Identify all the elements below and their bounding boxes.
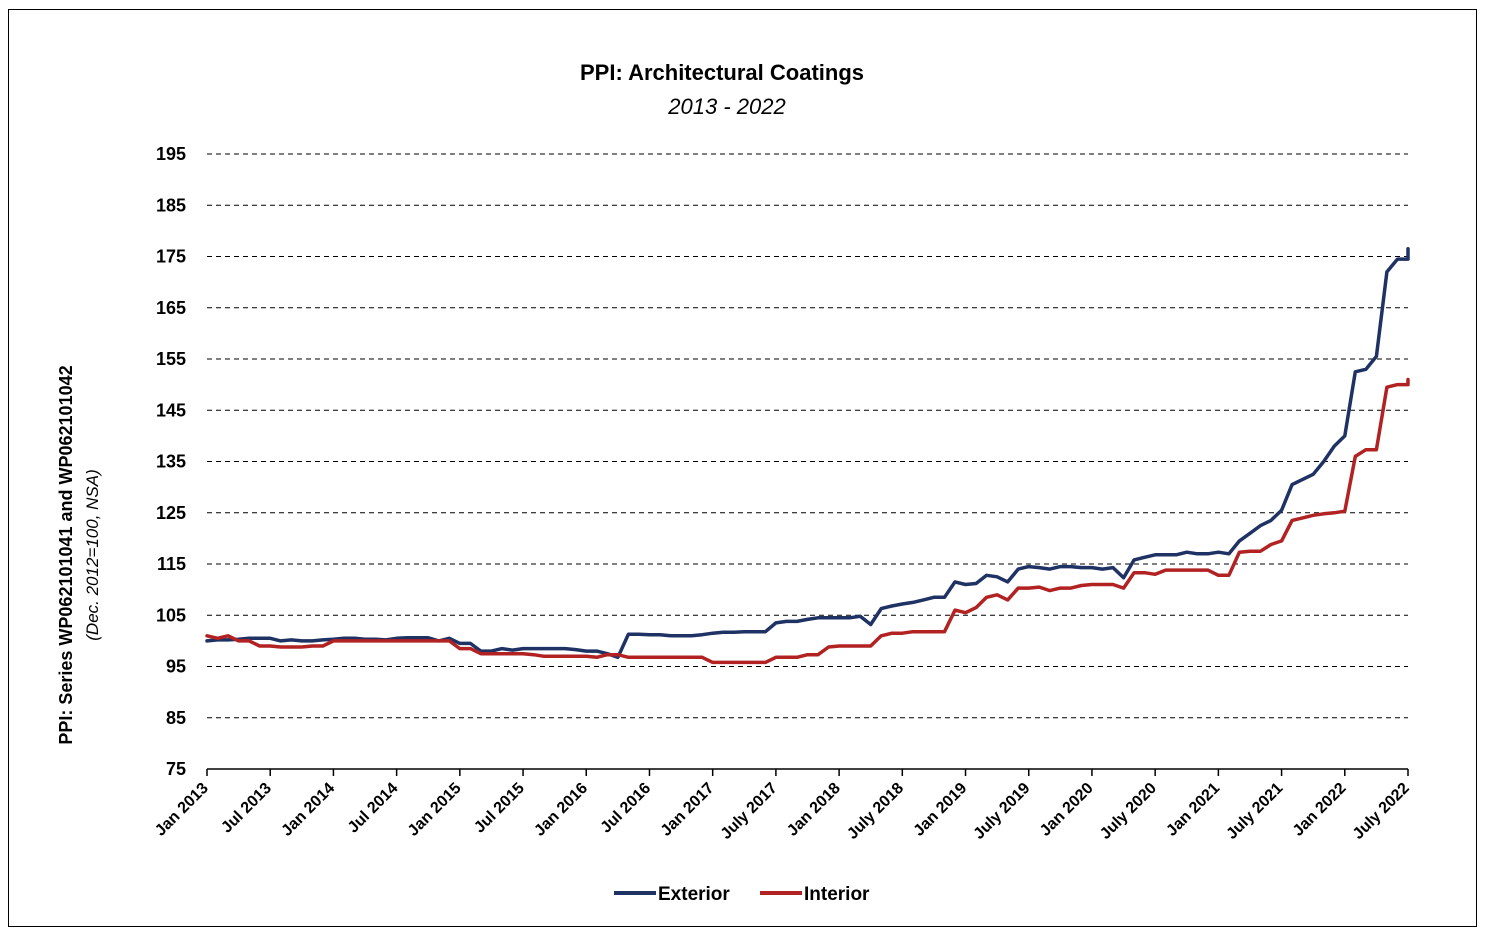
legend-label: Exterior bbox=[658, 884, 730, 905]
legend-label: Interior bbox=[804, 884, 870, 905]
y-tick-label: 75 bbox=[166, 759, 186, 779]
x-tick-layer: Jan 2013 Jul 2013 Jan 2014 Jul 2014 Jan 2015… bbox=[152, 769, 1413, 843]
y-tick-label: 175 bbox=[156, 247, 186, 267]
y-axis-label: PPI: Series WP062101041 and WP062101042 bbox=[56, 365, 76, 744]
x-tick-label: July 2018 bbox=[844, 780, 907, 843]
x-tick-label: July 2021 bbox=[1223, 780, 1286, 843]
y-tick-label: 185 bbox=[156, 195, 186, 215]
x-tick-label: Jan 2013 bbox=[152, 780, 212, 840]
chart-subtitle: 2013 - 2022 bbox=[667, 94, 785, 119]
y-tick-label: 135 bbox=[156, 452, 186, 472]
x-tick-label: Jan 2016 bbox=[531, 780, 591, 840]
x-tick-label: Jan 2015 bbox=[405, 780, 465, 840]
x-tick-label: Jan 2014 bbox=[278, 780, 338, 840]
y-axis-sublabel: (Dec. 2012=100, NSA) bbox=[83, 469, 102, 641]
chart-frame bbox=[8, 9, 1477, 927]
y-axis-label-group: PPI: Series WP062101041 and WP062101042 … bbox=[56, 365, 102, 744]
series-line-interior bbox=[205, 377, 1410, 665]
y-tick-label: 85 bbox=[166, 708, 186, 728]
x-tick-label: July 2022 bbox=[1350, 780, 1413, 843]
x-tick-label: Jul 2014 bbox=[345, 780, 402, 837]
x-tick-label: July 2019 bbox=[971, 780, 1034, 843]
y-tick-label: 195 bbox=[156, 144, 186, 164]
grid-layer bbox=[207, 153, 1408, 770]
y-tick-layer: 75 85 95 105 115 125 135 145 155 165 175 185 195 bbox=[156, 144, 186, 779]
x-tick-label: Jan 2019 bbox=[911, 780, 971, 840]
series-line-exterior bbox=[205, 247, 1410, 660]
y-tick-label: 105 bbox=[156, 605, 186, 625]
legend-item-exterior: Exterior bbox=[614, 884, 730, 905]
x-tick-label: July 2020 bbox=[1097, 780, 1160, 843]
x-tick-label: Jul 2015 bbox=[471, 780, 528, 837]
x-tick-label: Jan 2021 bbox=[1163, 780, 1223, 840]
x-tick-label: July 2017 bbox=[718, 780, 781, 843]
x-tick-label: Jan 2022 bbox=[1290, 780, 1350, 840]
x-tick-label: Jul 2013 bbox=[218, 780, 275, 837]
y-tick-label: 165 bbox=[156, 298, 186, 318]
x-tick-label: Jan 2017 bbox=[658, 780, 718, 840]
y-tick-label: 125 bbox=[156, 503, 186, 523]
y-tick-label: 145 bbox=[156, 400, 186, 420]
chart-title: PPI: Architectural Coatings bbox=[580, 60, 864, 85]
y-tick-label: 155 bbox=[156, 349, 186, 369]
x-tick-label: Jul 2016 bbox=[598, 780, 655, 837]
x-tick-label: Jan 2018 bbox=[784, 780, 844, 840]
y-tick-label: 115 bbox=[157, 554, 186, 574]
series-layer bbox=[205, 247, 1410, 665]
x-tick-label: Jan 2020 bbox=[1037, 780, 1097, 840]
legend-item-interior: Interior bbox=[760, 884, 870, 905]
y-tick-label: 95 bbox=[166, 657, 186, 677]
legend: Exterior Interior bbox=[614, 884, 870, 905]
